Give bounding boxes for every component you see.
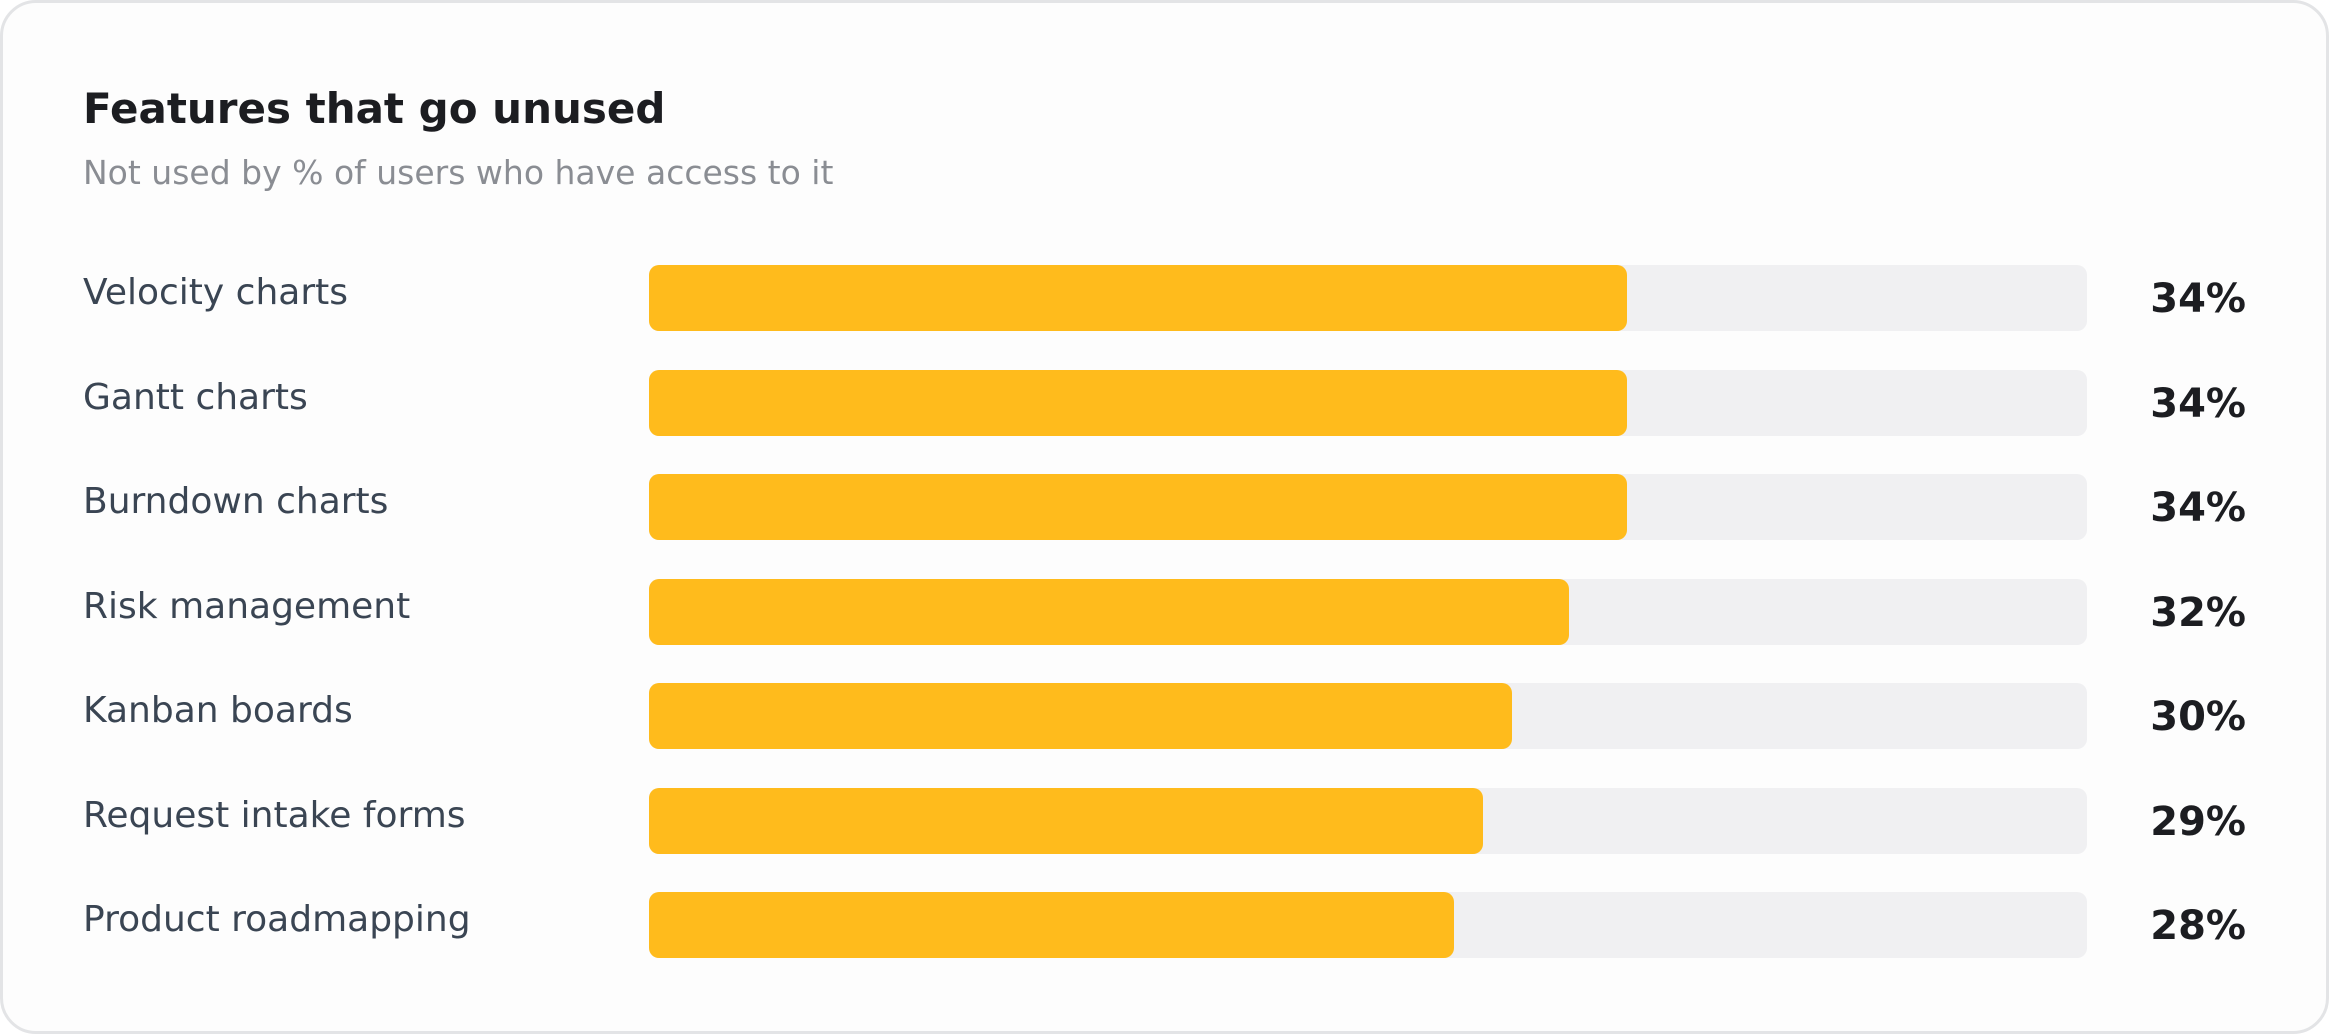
bar	[649, 683, 1512, 749]
bar-row: Risk management 32%	[3, 578, 2326, 645]
data-label: 32%	[2150, 589, 2246, 636]
data-label: 30%	[2150, 694, 2246, 740]
bar-row: Burndown charts 34%	[3, 474, 2326, 540]
category-label: Risk management	[83, 585, 411, 627]
bar-track	[649, 265, 2087, 331]
bar	[649, 892, 1455, 958]
bar-row: Gantt charts 34%	[3, 369, 2326, 436]
data-label: 29%	[2150, 798, 2246, 845]
bar	[649, 369, 1627, 436]
bar-track	[649, 474, 2087, 540]
bar-row: Kanban boards 30%	[3, 683, 2326, 749]
category-label: Velocity charts	[83, 272, 349, 313]
bar-row: Velocity charts 34%	[3, 265, 2326, 331]
chart-subtitle: Not used by % of users who have access t…	[83, 153, 834, 192]
bar-track	[649, 683, 2087, 749]
category-label: Product roadmapping	[83, 899, 471, 940]
data-label: 28%	[2150, 903, 2246, 949]
bar-row: Product roadmapping 28%	[3, 892, 2326, 958]
bar	[649, 787, 1484, 854]
bar-row: Request intake forms 29%	[3, 787, 2326, 854]
bar-track	[649, 787, 2087, 854]
category-label: Kanban boards	[83, 690, 353, 731]
category-label: Burndown charts	[83, 481, 389, 522]
bar	[649, 578, 1570, 645]
data-label: 34%	[2150, 380, 2246, 427]
bar	[649, 265, 1627, 331]
data-label: 34%	[2150, 276, 2246, 322]
data-label: 34%	[2150, 485, 2246, 531]
category-label: Gantt charts	[83, 376, 308, 418]
category-label: Request intake forms	[83, 794, 466, 836]
bar-track	[649, 578, 2087, 645]
bar-track	[649, 892, 2087, 958]
bar	[649, 474, 1627, 540]
bar-track	[649, 369, 2087, 436]
chart-title: Features that go unused	[83, 84, 666, 133]
bar-rows: Velocity charts 34% Gantt charts 34% Burndow…	[3, 3, 2326, 1031]
